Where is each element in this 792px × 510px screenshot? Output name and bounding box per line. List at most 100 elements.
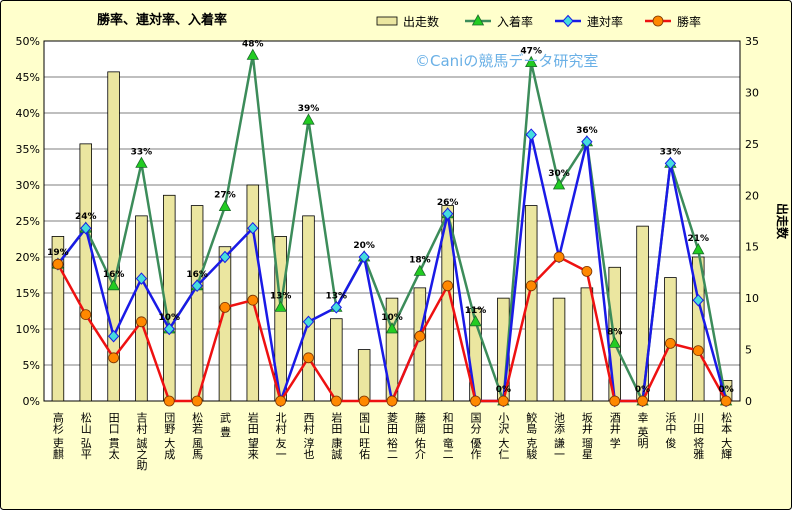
y-tick-label: 40%: [16, 107, 40, 120]
y-tick-label: 30%: [16, 179, 40, 192]
series-marker: [302, 315, 315, 329]
bar: [79, 143, 93, 402]
series-marker: [80, 309, 92, 321]
x-tick-label: 団野 大成: [163, 412, 176, 460]
series-marker: [413, 264, 427, 276]
y-tick-label: 25%: [16, 215, 40, 228]
bar: [357, 349, 371, 402]
data-label: 10%: [381, 313, 403, 323]
data-label: 13%: [270, 291, 292, 301]
gridlines: [44, 76, 740, 366]
x-tick-label: 池添 謙一: [553, 412, 566, 460]
bar: [441, 205, 454, 402]
legend-marker: [562, 14, 574, 28]
series-marker: [247, 221, 259, 235]
series-marker: [385, 322, 399, 334]
x-tick-label: 松若 風馬: [191, 411, 204, 460]
bar: [51, 236, 65, 402]
series-marker: [191, 279, 203, 293]
series-marker: [80, 221, 92, 235]
x-tick-label: 国山 旺佑: [358, 412, 371, 460]
y2-axis-label: 出走数: [775, 203, 790, 240]
series-marker: [108, 352, 119, 364]
series-marker: [163, 395, 175, 407]
series-marker: [107, 329, 120, 343]
series-marker: [302, 113, 315, 125]
y-axis-left: 0% 5% 10% 15% 20% 25% 30% 35% 40% 45% 50%: [16, 35, 40, 408]
data-label: 18%: [409, 255, 431, 265]
data-label: 30%: [548, 169, 570, 179]
data-label: 0%: [496, 385, 511, 395]
x-tick-label: 坂井 瑠星: [580, 412, 593, 460]
data-label: 24%: [75, 212, 97, 222]
series-marker: [552, 178, 566, 190]
series-marker: [664, 157, 677, 170]
series-marker: [525, 55, 538, 67]
data-label: 48%: [242, 39, 264, 49]
data-label: 36%: [576, 126, 598, 136]
series-marker: [135, 156, 148, 168]
series-marker: [497, 395, 509, 407]
bar: [552, 297, 566, 402]
legend: 出走数 入着率 連対率 勝率: [376, 14, 701, 29]
series-marker: [358, 250, 370, 264]
data-label: 21%: [687, 234, 709, 244]
data-label: 16%: [103, 270, 125, 280]
x-tick-label: 酒井 学: [608, 412, 621, 449]
series-marker: [469, 314, 482, 327]
series-marker: [608, 336, 621, 348]
x-tick-label: 藤岡 佑介: [413, 412, 426, 460]
x-tick-label: 国分 優作: [469, 412, 482, 460]
series-marker: [191, 395, 203, 407]
y-tick-label: 20%: [16, 251, 40, 264]
bar: [107, 71, 120, 402]
series-marker: [163, 322, 175, 336]
x-tick-label: 浜中 俊: [664, 412, 677, 449]
bar: [524, 205, 538, 402]
series-marker: [692, 345, 704, 357]
y2-tick-label: 15: [745, 241, 759, 254]
data-label: 16%: [186, 270, 208, 280]
y2-tick-label: 10: [745, 292, 759, 305]
x-tick-label: 鮫島 克駿: [525, 411, 538, 460]
series-marker: [720, 395, 732, 407]
legend-swatch: [376, 16, 398, 26]
series-marker: [609, 395, 621, 407]
x-tick-label: 松本 大輝: [720, 411, 733, 460]
series-marker: [414, 330, 426, 342]
data-label: 47%: [520, 47, 542, 57]
x-tick-label: 菱田 裕二: [386, 412, 399, 460]
y2-tick-label: 20: [745, 189, 759, 202]
x-tick-label: 武 豊: [218, 412, 231, 438]
y-axis-right: 0 5 10 15 20 25 30 35: [745, 35, 759, 408]
series-marker: [581, 265, 593, 277]
data-label: 0%: [718, 385, 733, 395]
x-tick-label: 川田 将雅: [692, 412, 705, 460]
data-label: 19%: [47, 248, 69, 258]
series-marker: [52, 258, 64, 270]
y-tick-label: 45%: [16, 71, 40, 84]
bar: [580, 287, 594, 402]
series-marker: [692, 293, 704, 307]
y-tick-label: 10%: [16, 323, 40, 336]
series-marker: [275, 395, 287, 407]
watermark: ©Caniの競馬データ研究室: [415, 52, 598, 70]
series-marker: [581, 135, 593, 149]
legend-label: 入着率: [497, 14, 533, 29]
y-tick-label: 15%: [16, 287, 40, 300]
series-marker: [358, 395, 370, 407]
data-label: 11%: [465, 306, 487, 316]
series-marker: [442, 207, 454, 221]
x-tick-label: 小沢 大仁: [497, 412, 510, 460]
x-tick-label: 吉村 誠之助: [135, 412, 148, 471]
data-label: 0%: [635, 385, 650, 395]
x-tick-label: 岩田 康誠: [330, 411, 343, 460]
x-tick-label: 幸 英明: [636, 412, 649, 449]
x-tick-label: 西村 淳也: [302, 412, 315, 460]
series-marker: [442, 280, 454, 292]
data-label: 27%: [214, 191, 236, 201]
data-label: 33%: [131, 147, 153, 157]
series-marker: [219, 250, 231, 264]
